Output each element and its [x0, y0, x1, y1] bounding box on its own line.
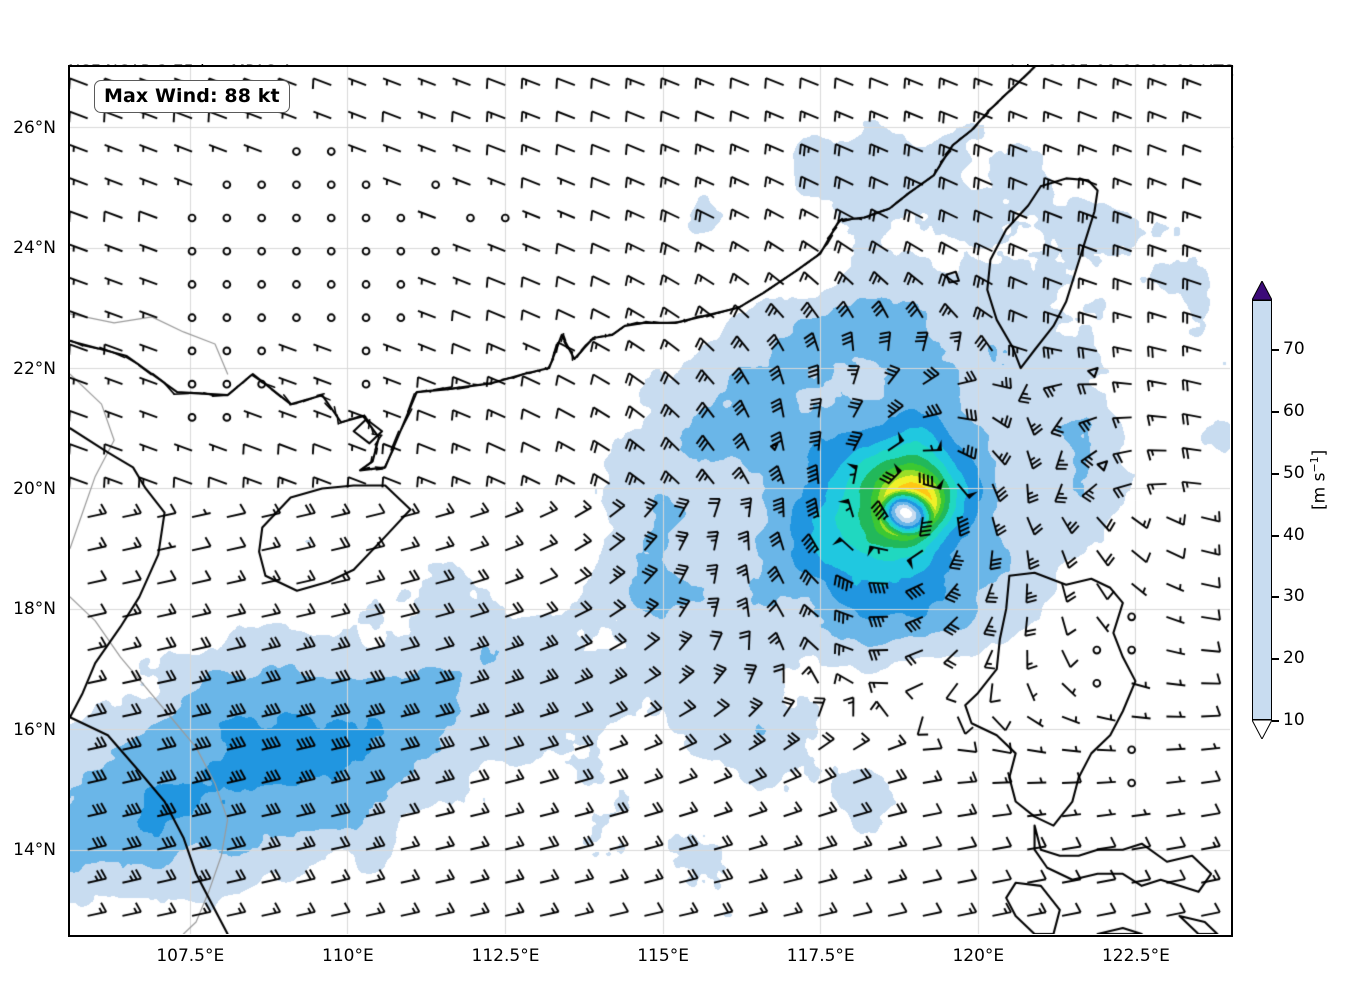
map-plot-area: [68, 65, 1233, 937]
colorbar-tick-label: 30: [1283, 586, 1305, 607]
y-tick-label: 24°N: [13, 238, 56, 259]
map-canvas-stack: [70, 67, 1231, 935]
colorbar-tick-label: 60: [1283, 401, 1305, 422]
x-tick-label: 115°E: [637, 946, 689, 966]
y-tick-label: 20°N: [13, 478, 56, 499]
y-tick-label: 22°N: [13, 358, 56, 379]
y-axis-tick-labels: 14°N 16°N 18°N 20°N 22°N 24°N 26°N: [0, 0, 62, 982]
y-tick-label: 16°N: [13, 719, 56, 740]
y-tick-label: 14°N: [13, 840, 56, 861]
colorbar-tick: [1272, 349, 1279, 352]
colorbar-tick-label: 20: [1283, 648, 1305, 669]
x-tick-label: 107.5°E: [156, 946, 225, 966]
x-axis-tick-labels: 107.5°E 110°E 112.5°E 115°E 117.5°E 120°E 122.…: [0, 946, 1353, 976]
colorbar-tick: [1272, 534, 1279, 537]
colorbar-tick: [1272, 472, 1279, 475]
wind-barb-layer: [70, 67, 1230, 934]
x-tick-label: 122.5°E: [1101, 946, 1170, 966]
colorbar-max-extend-arrow: [1252, 281, 1272, 300]
colorbar-gradient: [1253, 301, 1271, 719]
x-tick-label: 112.5°E: [471, 946, 540, 966]
x-tick-label: 120°E: [952, 946, 1005, 966]
x-tick-label: 110°E: [322, 946, 374, 966]
colorbar-tick: [1272, 596, 1279, 599]
colorbar-tick-label: 10: [1283, 710, 1305, 730]
colorbar-min-extend-arrow: [1252, 720, 1272, 739]
x-tick-label: 117.5°E: [786, 946, 855, 966]
colorbar: 10 20 30 40 50 60 70: [1252, 281, 1305, 739]
y-tick-label: 26°N: [13, 117, 56, 138]
colorbar-tick: [1272, 658, 1279, 661]
max-wind-annotation: Max Wind: 88 kt: [94, 80, 290, 113]
y-tick-label: 18°N: [13, 599, 56, 620]
colorbar-tick: [1272, 720, 1279, 722]
colorbar-body: [1252, 300, 1272, 720]
colorbar-unit-label: [m s−1]: [1308, 449, 1330, 510]
colorbar-tick-label: 40: [1283, 524, 1305, 545]
colorbar-tick-label: 70: [1283, 339, 1305, 360]
colorbar-tick-label: 50: [1283, 462, 1305, 483]
colorbar-tick: [1272, 411, 1279, 414]
